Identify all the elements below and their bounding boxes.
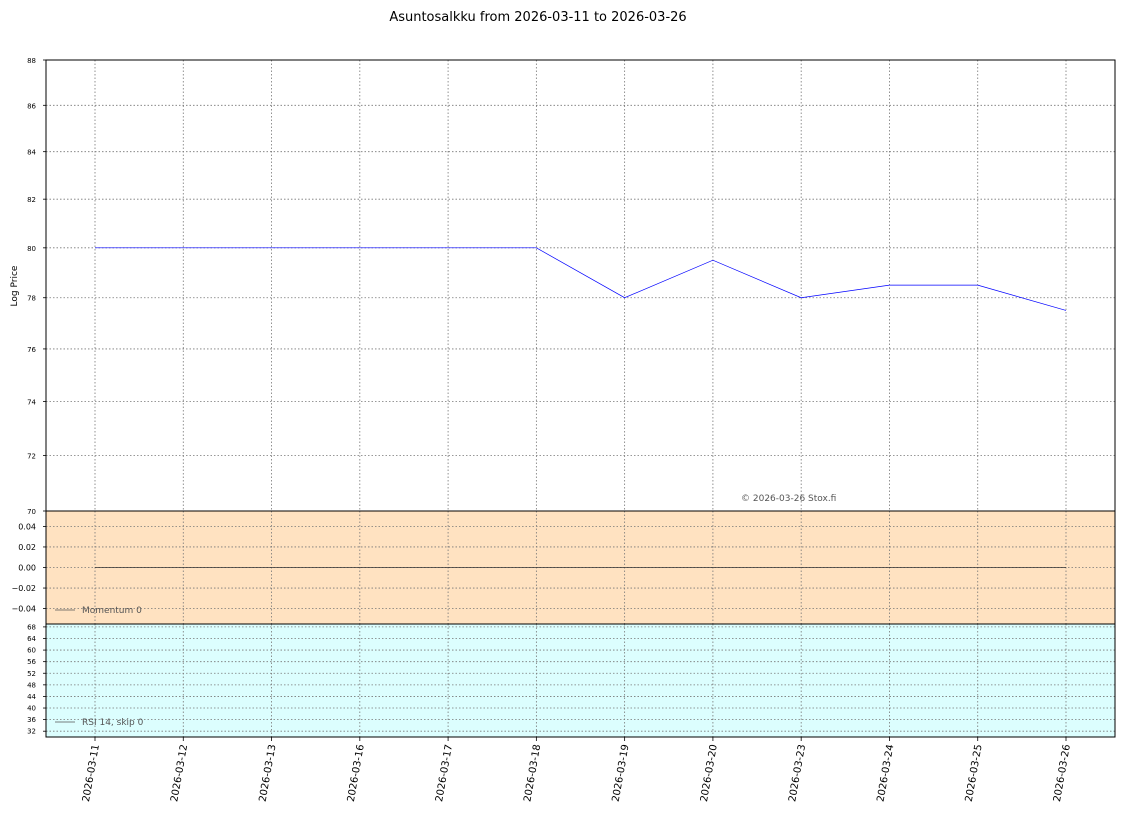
price-y-tick-label: 88 <box>27 57 36 65</box>
momentum-y-tick-label: 0.00 <box>18 564 36 573</box>
rsi-panel-frame <box>45 623 1116 738</box>
x-axis-ticks: 2026-03-11 2026-03-12 2026-03-13 2026-03-16… <box>81 737 1073 803</box>
price-y-tick-label: 84 <box>27 149 36 157</box>
x-tick-label: 2026-03-16 <box>346 744 367 803</box>
x-tick-label: 2026-03-25 <box>964 744 985 803</box>
chart-title: Asuntosalkku from 2026-03-11 to 2026-03-… <box>389 10 686 25</box>
momentum-y-tick-label: 0.02 <box>18 543 36 552</box>
rsi-legend-label: RSI 14, skip 0 <box>82 718 144 728</box>
rsi-panel: 68 64 60 56 52 48 44 40 36 32 RSI 14, skip 0 <box>27 623 1116 738</box>
price-y-tick-label: 80 <box>27 245 36 253</box>
rsi-y-tick-label: 52 <box>27 670 36 678</box>
rsi-y-tick-label: 64 <box>27 635 36 643</box>
price-panel: 88 86 84 82 80 78 76 74 72 70 Log Price © 2026-03… <box>10 57 1116 516</box>
momentum-legend-label: Momentum 0 <box>82 606 142 616</box>
momentum-y-tick-label: −0.04 <box>11 605 36 614</box>
price-grid <box>46 59 1115 512</box>
rsi-y-tick-label: 40 <box>27 705 36 713</box>
x-tick-label: 2026-03-18 <box>522 744 543 803</box>
price-panel-background <box>46 60 1115 511</box>
rsi-panel-background <box>46 624 1115 737</box>
rsi-y-ticks: 68 64 60 56 52 48 44 40 36 32 <box>27 623 46 736</box>
price-y-tick-label: 82 <box>27 196 36 204</box>
rsi-y-tick-label: 48 <box>27 681 36 689</box>
price-y-axis-label: Log Price <box>10 265 20 306</box>
price-y-tick-label: 72 <box>27 452 36 460</box>
price-y-tick-label: 74 <box>27 398 36 406</box>
x-tick-label: 2026-03-24 <box>875 744 896 803</box>
rsi-y-tick-label: 44 <box>27 693 36 701</box>
rsi-y-tick-label: 32 <box>27 728 36 736</box>
momentum-y-tick-label: 0.04 <box>18 522 36 531</box>
rsi-y-tick-label: 36 <box>27 716 36 724</box>
price-y-ticks: 88 86 84 82 80 78 76 74 72 70 <box>27 57 46 516</box>
rsi-y-tick-label: 56 <box>27 658 36 666</box>
momentum-y-tick-label: −0.02 <box>11 584 36 593</box>
momentum-y-ticks: 0.04 0.02 0.00 −0.02 −0.04 <box>11 522 46 614</box>
x-tick-label: 2026-03-19 <box>611 744 632 803</box>
momentum-panel: 0.04 0.02 0.00 −0.02 −0.04 Momentum 0 <box>11 510 1116 625</box>
x-tick-label: 2026-03-12 <box>169 744 190 803</box>
rsi-y-tick-label: 60 <box>27 647 36 655</box>
rsi-grid <box>46 624 1115 737</box>
x-tick-label: 2026-03-23 <box>787 744 808 803</box>
x-tick-label: 2026-03-13 <box>258 744 279 803</box>
price-y-tick-label: 76 <box>27 346 36 354</box>
rsi-y-tick-label: 68 <box>27 623 36 631</box>
price-series-line <box>95 247 1067 311</box>
x-tick-label: 2026-03-17 <box>434 744 455 803</box>
price-y-tick-label: 86 <box>27 102 36 110</box>
x-tick-label: 2026-03-20 <box>699 744 720 803</box>
x-tick-label: 2026-03-11 <box>81 744 102 803</box>
price-y-tick-label: 70 <box>27 508 36 516</box>
price-y-tick-label: 78 <box>27 295 36 303</box>
copyright-annotation: © 2026-03-26 Stox.fi <box>741 494 836 504</box>
x-tick-label: 2026-03-26 <box>1052 744 1073 803</box>
